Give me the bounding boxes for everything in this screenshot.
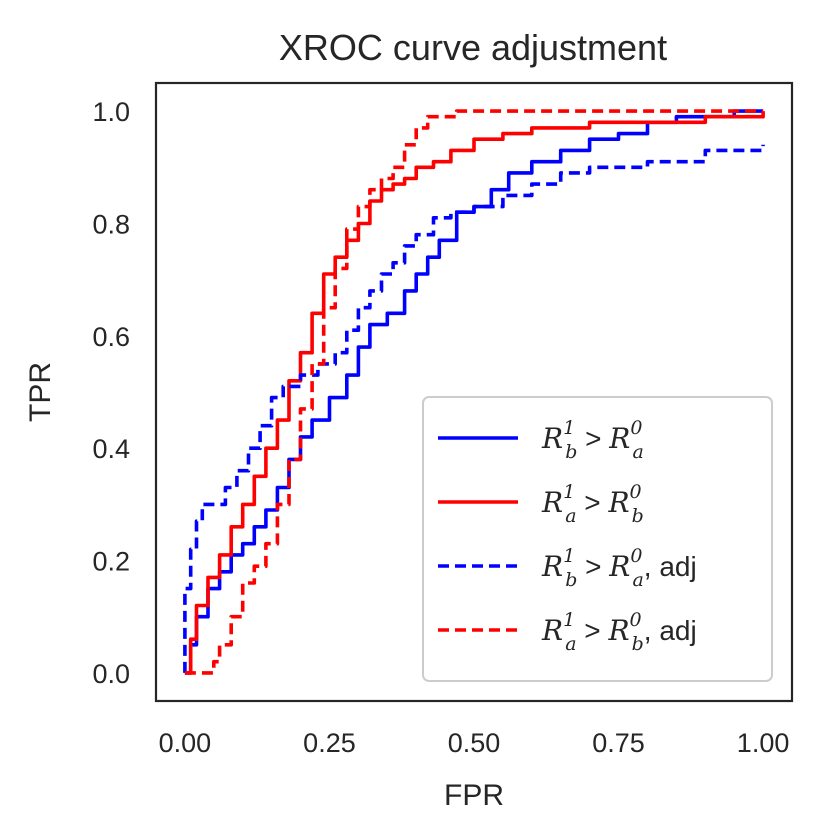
y-tick-label: 0.4 [92,434,130,464]
series-line-3 [183,144,765,673]
series-line-1 [184,109,764,675]
legend-label-2: R1 a > R0 b [541,481,644,527]
legend-box [422,396,773,682]
x-tick-label: 0.25 [303,728,356,758]
legend-label-4: R1 a > R0 b, adj [541,609,697,655]
y-axis-ticks: 0.0 0.2 0.4 0.6 0.8 1.0 [92,97,130,689]
series-line-2 [184,111,765,675]
legend: R1 b > R0 a R1 a > R0 b R1 b > R0 a, adj R1 a > R0… [422,396,773,682]
x-tick-label: 0.00 [159,728,212,758]
plot-frame [154,81,794,703]
y-tick-label: 0.0 [92,659,130,689]
y-axis-label: TPR [24,362,57,422]
legend-label-3: R1 b > R0 a, adj [541,545,697,591]
x-tick-label: 0.75 [592,728,645,758]
x-tick-label: 0.50 [448,728,501,758]
series-layer [183,109,765,675]
x-tick-label: 1.00 [737,728,790,758]
x-axis-label: FPR [444,779,504,812]
y-tick-label: 0.6 [92,322,130,352]
y-tick-label: 1.0 [92,97,130,127]
chart-title: XROC curve adjustment [279,27,667,68]
x-axis-ticks: 0.00 0.25 0.50 0.75 1.00 [159,728,790,758]
y-tick-label: 0.2 [92,547,130,577]
y-tick-label: 0.8 [92,209,130,239]
legend-label-1: R1 b > R0 a [541,417,644,463]
series-line-4 [184,109,764,675]
